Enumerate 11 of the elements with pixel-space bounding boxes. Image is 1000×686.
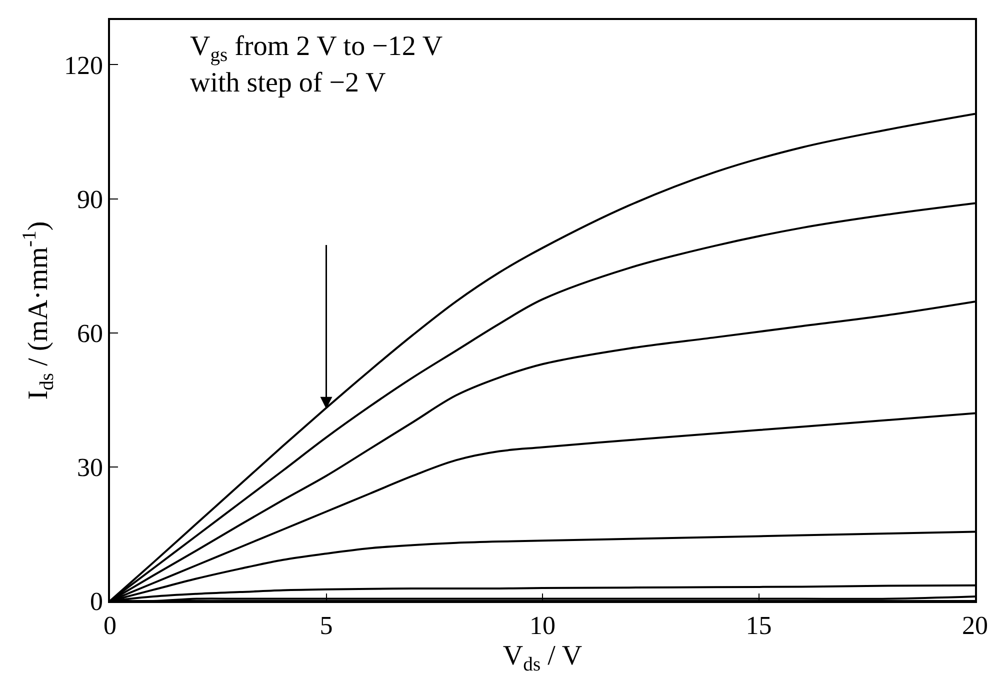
x-axis-title: V$_{ds}$ / V <box>502 640 582 676</box>
annotation: V$_{gs}$ from 2 V to −12 V with step of −2 V <box>190 31 443 98</box>
y-tick-label: 60 <box>77 318 104 348</box>
y-tick-label: 90 <box>77 184 104 214</box>
x-tick-label: 15 <box>746 610 772 640</box>
y-tick-label: 0 <box>90 587 104 616</box>
x-tick-label: 5 <box>320 610 333 640</box>
y-tick-label: 30 <box>77 453 104 482</box>
y-tick-label: 120 <box>64 50 104 80</box>
x-tick-label: 20 <box>962 610 988 640</box>
x-tick-label: 10 <box>530 610 556 640</box>
